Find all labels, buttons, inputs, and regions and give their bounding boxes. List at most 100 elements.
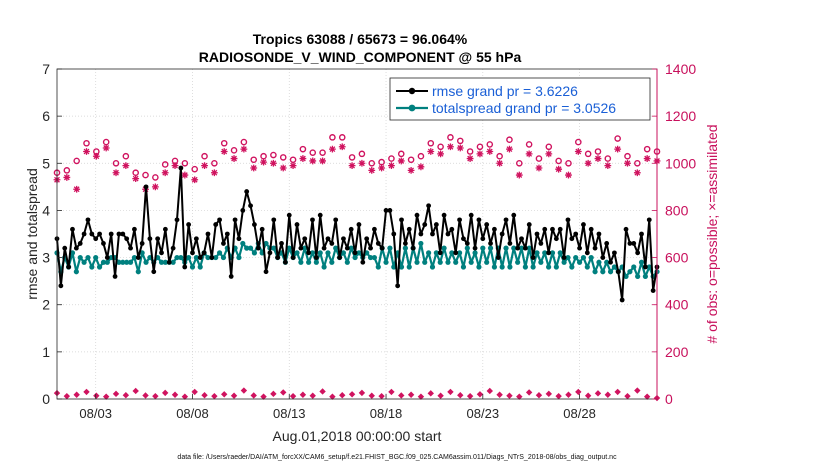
obs-low-point xyxy=(378,392,385,400)
obs-possible-point xyxy=(240,138,248,146)
obs-possible-point xyxy=(329,134,336,141)
rmse-point xyxy=(178,165,184,171)
spread-point xyxy=(565,254,571,261)
rmse-point xyxy=(557,226,563,232)
obs-possible-point xyxy=(358,150,366,158)
obs-assimilated-point xyxy=(319,157,326,165)
obs-low-point xyxy=(604,391,612,398)
spread-point xyxy=(549,250,556,256)
spread-point xyxy=(325,250,331,256)
obs-low-point xyxy=(398,392,405,399)
rmse-point xyxy=(232,217,238,223)
spread-point xyxy=(646,264,652,270)
obs-assimilated-point xyxy=(73,185,81,193)
spread-point xyxy=(329,259,335,265)
spread-point xyxy=(441,245,447,251)
x-tick-label: 08/18 xyxy=(370,406,403,421)
obs-assimilated-point xyxy=(289,162,297,170)
spread-point xyxy=(116,259,122,265)
spread-point xyxy=(491,264,498,270)
y-tick-right-label: 800 xyxy=(665,202,689,218)
spread-point xyxy=(503,245,509,251)
rmse-point xyxy=(526,222,532,227)
rmse-point xyxy=(62,245,68,251)
obs-low-point xyxy=(535,392,543,399)
rmse-point xyxy=(190,250,195,256)
obs-assimilated-point xyxy=(309,157,317,165)
obs-possible-point xyxy=(181,159,189,167)
grid xyxy=(57,69,657,399)
spread-point xyxy=(573,254,579,261)
rmse-point xyxy=(252,222,257,227)
obs-low-point xyxy=(161,389,169,397)
spread-point xyxy=(600,269,606,275)
obs-assimilated-point xyxy=(565,171,572,179)
x-axis-label: Aug.01,2018 00:00:00 start xyxy=(273,428,442,444)
spread-point xyxy=(588,254,594,261)
rmse-point xyxy=(650,288,656,293)
spread-point xyxy=(321,264,327,270)
rmse-point xyxy=(81,231,87,237)
legend-box xyxy=(389,77,651,121)
rmse-point xyxy=(267,250,273,256)
obs-assimilated-point xyxy=(368,166,376,174)
obs-assimilated-point xyxy=(456,144,464,152)
obs-low-point xyxy=(506,392,513,399)
obs-low-point xyxy=(476,391,484,398)
spread-point xyxy=(348,245,354,251)
obs-low-point xyxy=(516,393,523,400)
obs-possible-point xyxy=(437,143,444,151)
rmse-point xyxy=(530,255,536,260)
y-tick-right-label: 1400 xyxy=(665,61,696,77)
rmse-point xyxy=(197,255,203,260)
rmse-point xyxy=(399,217,404,223)
rmse-point xyxy=(147,236,153,242)
obs-low-point xyxy=(643,393,651,400)
spread-point xyxy=(433,250,439,256)
rmse-point xyxy=(139,241,145,246)
obs-possible-point xyxy=(161,161,169,168)
spread-point xyxy=(240,240,246,247)
obs-assimilated-point xyxy=(545,150,553,158)
rmse-point xyxy=(368,245,373,251)
rmse-point xyxy=(519,236,524,242)
obs-assimilated-point xyxy=(378,164,385,172)
data-file-footnote: data file: /Users/raeder/DAI/ATM_forcXX/… xyxy=(177,454,617,461)
spread-point xyxy=(437,259,443,265)
spread-point xyxy=(294,250,300,256)
chart-title-line2: RADIOSONDE_V_WIND_COMPONENT @ 55 hPa xyxy=(199,49,522,65)
spread-point xyxy=(515,259,521,265)
obs-assimilated-point xyxy=(201,162,208,170)
spread-point xyxy=(383,259,389,265)
obs-low-point xyxy=(368,392,375,399)
obs-low-point xyxy=(329,393,336,400)
spread-point xyxy=(89,264,95,270)
obs-assimilated-point xyxy=(584,159,592,167)
rmse-point xyxy=(364,236,370,242)
rmse-point xyxy=(282,259,288,265)
obs-assimilated-point xyxy=(151,183,159,191)
spread-point xyxy=(286,245,292,251)
spread-point xyxy=(468,259,474,265)
obs-assimilated-point xyxy=(496,159,504,167)
y-tick-right-label: 1000 xyxy=(665,155,696,171)
y-tick-left-label: 1 xyxy=(42,344,50,360)
obs-possible-point xyxy=(427,139,435,147)
obs-possible-point xyxy=(555,157,562,165)
spread-point xyxy=(464,245,470,251)
rmse-point xyxy=(186,222,192,227)
obs-low-point xyxy=(221,391,228,398)
obs-low-point xyxy=(309,392,316,399)
rmse-point xyxy=(356,222,362,227)
rmse-point xyxy=(433,222,439,227)
spread-point xyxy=(553,264,559,270)
obs-possible-point xyxy=(643,145,651,153)
obs-possible-point xyxy=(525,141,533,148)
obs-assimilated-point xyxy=(437,150,445,158)
rmse-point xyxy=(449,226,455,232)
spread-point xyxy=(340,250,347,256)
legend-spread-marker xyxy=(408,104,416,112)
y-tick-left-label: 5 xyxy=(42,155,50,171)
obs-low-point xyxy=(348,391,356,398)
spread-point xyxy=(391,264,397,270)
